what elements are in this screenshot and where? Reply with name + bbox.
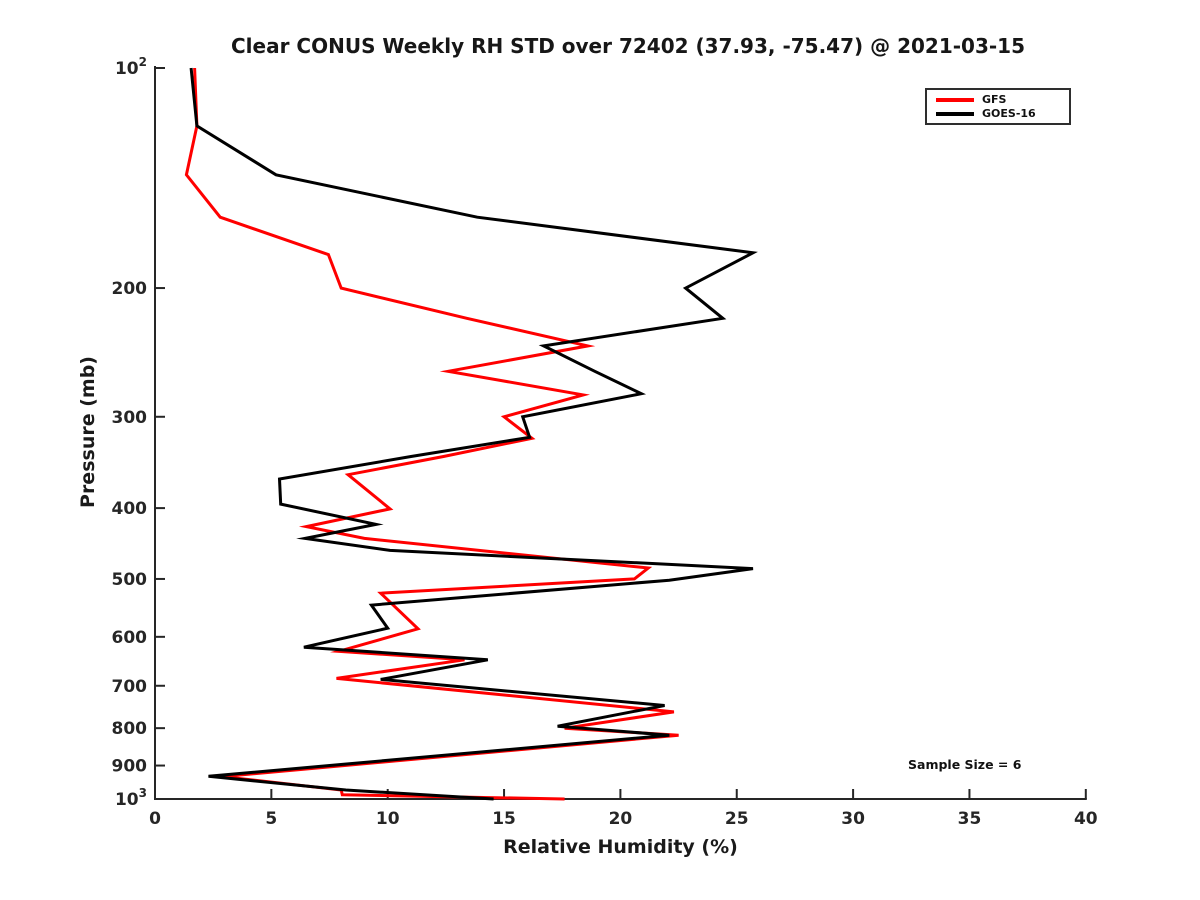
legend-entry-gfs: GFS xyxy=(936,94,1065,105)
x-axis-label: Relative Humidity (%) xyxy=(503,836,738,858)
y-tick-label: 200 xyxy=(112,279,148,299)
y-tick-label: 102 xyxy=(115,55,147,79)
goes16-line xyxy=(189,67,758,801)
x-tick-label: 10 xyxy=(376,809,400,829)
y-tick-label: 500 xyxy=(112,570,148,590)
y-tick-label: 103 xyxy=(115,786,147,810)
legend-box: GFS GOES-16 xyxy=(925,88,1071,125)
sample-size-annotation: Sample Size = 6 xyxy=(908,757,1022,772)
x-tick-label: 15 xyxy=(492,809,516,829)
y-tick-label: 700 xyxy=(112,677,148,697)
chart-title: Clear CONUS Weekly RH STD over 72402 (37… xyxy=(230,34,1026,58)
x-tick-label: 20 xyxy=(609,809,633,829)
y-tick-label: 600 xyxy=(112,628,148,648)
gfs-line xyxy=(184,67,679,801)
y-tick-label: 300 xyxy=(112,408,148,428)
legend-entry-goes16: GOES-16 xyxy=(936,108,1065,119)
y-tick-label: 400 xyxy=(112,499,148,519)
x-tick-label: 0 xyxy=(149,809,161,829)
legend-label-gfs: GFS xyxy=(982,93,1007,106)
y-tick-label: 900 xyxy=(112,757,148,777)
y-axis-label: Pressure (mb) xyxy=(77,356,99,508)
x-tick-label: 30 xyxy=(841,809,865,829)
x-tick-label: 40 xyxy=(1074,809,1098,829)
x-tick-label: 35 xyxy=(958,809,982,829)
x-tick-label: 25 xyxy=(725,809,749,829)
legend-label-goes16: GOES-16 xyxy=(982,107,1036,120)
goes16-line-swatch xyxy=(936,111,974,116)
x-tick-label: 5 xyxy=(265,809,277,829)
gfs-line-swatch xyxy=(936,97,974,102)
y-tick-label: 800 xyxy=(112,719,148,739)
